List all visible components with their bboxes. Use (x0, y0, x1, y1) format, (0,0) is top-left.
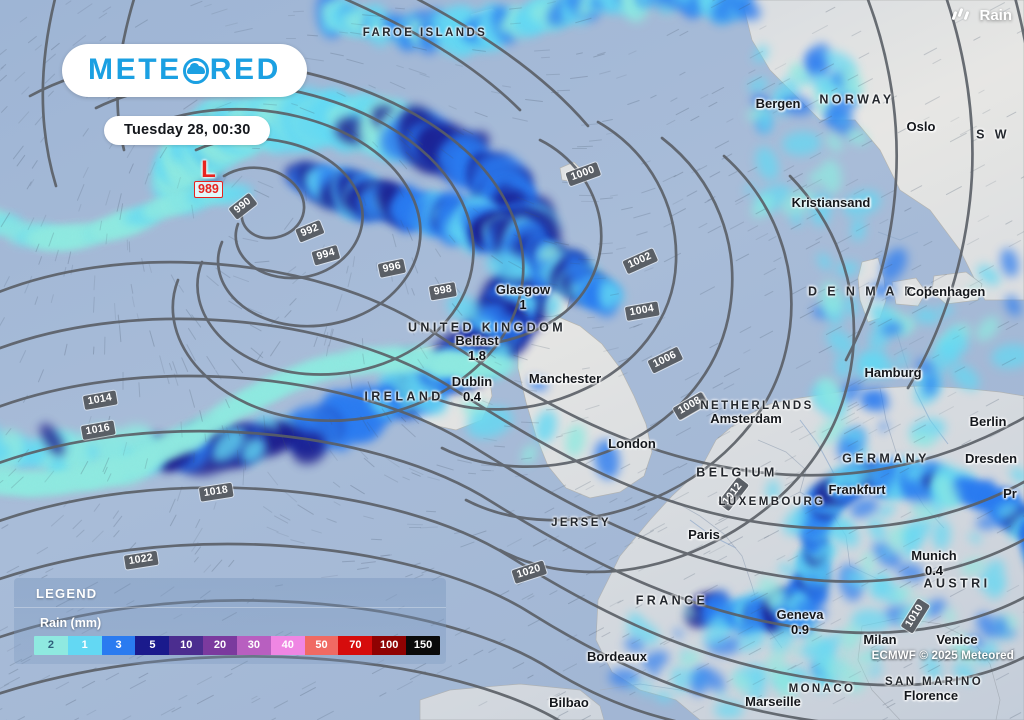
country-label: AUSTRI (923, 576, 991, 591)
forecast-timestamp[interactable]: Tuesday 28, 00:30 (104, 116, 271, 145)
city-label: Glasgow (495, 282, 551, 298)
legend-color-scale: 2 1 3 5 10 20 30 40 50 70 100 150 (34, 636, 440, 655)
legend-stop-1: 1 (67, 636, 102, 655)
city-rain-value: 0.9 (790, 622, 810, 638)
city-label: Bilbao (549, 695, 589, 711)
city-label: Frankfurt (828, 482, 886, 498)
city-label: Venice (936, 632, 978, 648)
country-label: S W (976, 127, 1010, 142)
legend-stop-150: 150 (406, 636, 440, 655)
legend-stop-5: 5 (135, 636, 170, 655)
city-label: Munich (911, 548, 957, 564)
brand-text-part2: RED (209, 53, 281, 86)
country-label: NORWAY (819, 92, 895, 107)
country-label: SAN MARINO (884, 675, 984, 688)
legend-stop-40: 40 (270, 636, 305, 655)
country-label: UNITED KINGDOM (407, 320, 567, 335)
country-label: BELGIUM (696, 465, 778, 480)
legend-stop-10: 10 (169, 636, 204, 655)
city-label: Florence (903, 688, 959, 704)
city-label: Manchester (528, 371, 602, 387)
legend-stop-20: 20 (203, 636, 237, 655)
city-label: Paris (688, 527, 720, 543)
country-label: D E N M A R K (808, 284, 936, 299)
attribution-text: ECMWF © 2025 Meteored (871, 650, 1014, 662)
country-label: FRANCE (635, 593, 709, 608)
country-label: GERMANY (842, 451, 930, 466)
city-label: Copenhagen (906, 284, 986, 300)
brand-text-part1: METE (88, 53, 182, 86)
country-label: MONACO (788, 682, 856, 695)
rain-drops-icon (952, 7, 972, 23)
city-rain-value: 1 (519, 297, 527, 313)
city-label: London (608, 436, 656, 452)
city-label: Pr (1003, 486, 1017, 502)
legend-panel: LEGEND Rain (mm) 2 1 3 5 10 20 30 40 50 70 100 150 (14, 578, 446, 664)
legend-stop-30: 30 (236, 636, 271, 655)
city-label: Belfast (455, 333, 499, 349)
cloud-in-circle-icon (182, 58, 209, 84)
legend-title: LEGEND (14, 578, 446, 608)
city-rain-value: 0.4 (462, 389, 482, 405)
country-label: NETHERLANDS (700, 399, 814, 412)
country-label: FAROE ISLANDS (362, 26, 488, 39)
layer-toggle-rain[interactable]: Rain (952, 7, 1012, 24)
city-label: Dublin (451, 374, 493, 390)
city-rain-value: 0.4 (924, 563, 944, 579)
city-label: Bordeaux (587, 649, 647, 665)
city-label: Dresden (964, 451, 1018, 467)
country-label: IRELAND (364, 389, 444, 404)
city-label: Amsterdam (710, 411, 782, 427)
city-label: Milan (863, 632, 897, 648)
city-label: Geneva (776, 607, 824, 623)
city-label: Marseille (745, 694, 801, 710)
layer-toggle-label: Rain (979, 7, 1012, 24)
legend-stop-2: 2 (34, 636, 68, 655)
city-label: Bergen (755, 96, 801, 112)
low-pressure-marker: L 989 (194, 156, 223, 199)
legend-subtitle: Rain (mm) (40, 616, 102, 630)
legend-stop-50: 50 (304, 636, 339, 655)
city-label: Oslo (906, 119, 936, 135)
brand-wordmark: METE RED (88, 55, 281, 85)
low-pressure-symbol: L (201, 156, 216, 183)
legend-stop-70: 70 (338, 636, 373, 655)
city-label: Berlin (969, 414, 1007, 430)
meteored-logo[interactable]: METE RED (62, 44, 307, 97)
legend-stop-3: 3 (101, 636, 136, 655)
city-label: Hamburg (864, 365, 922, 381)
low-pressure-value: 989 (194, 181, 223, 199)
legend-stop-100: 100 (372, 636, 407, 655)
city-label: Kristiansand (791, 195, 871, 211)
country-label: JERSEY (551, 516, 611, 529)
city-rain-value: 1.8 (467, 348, 487, 364)
country-label: LUXEMBOURG (718, 495, 826, 508)
